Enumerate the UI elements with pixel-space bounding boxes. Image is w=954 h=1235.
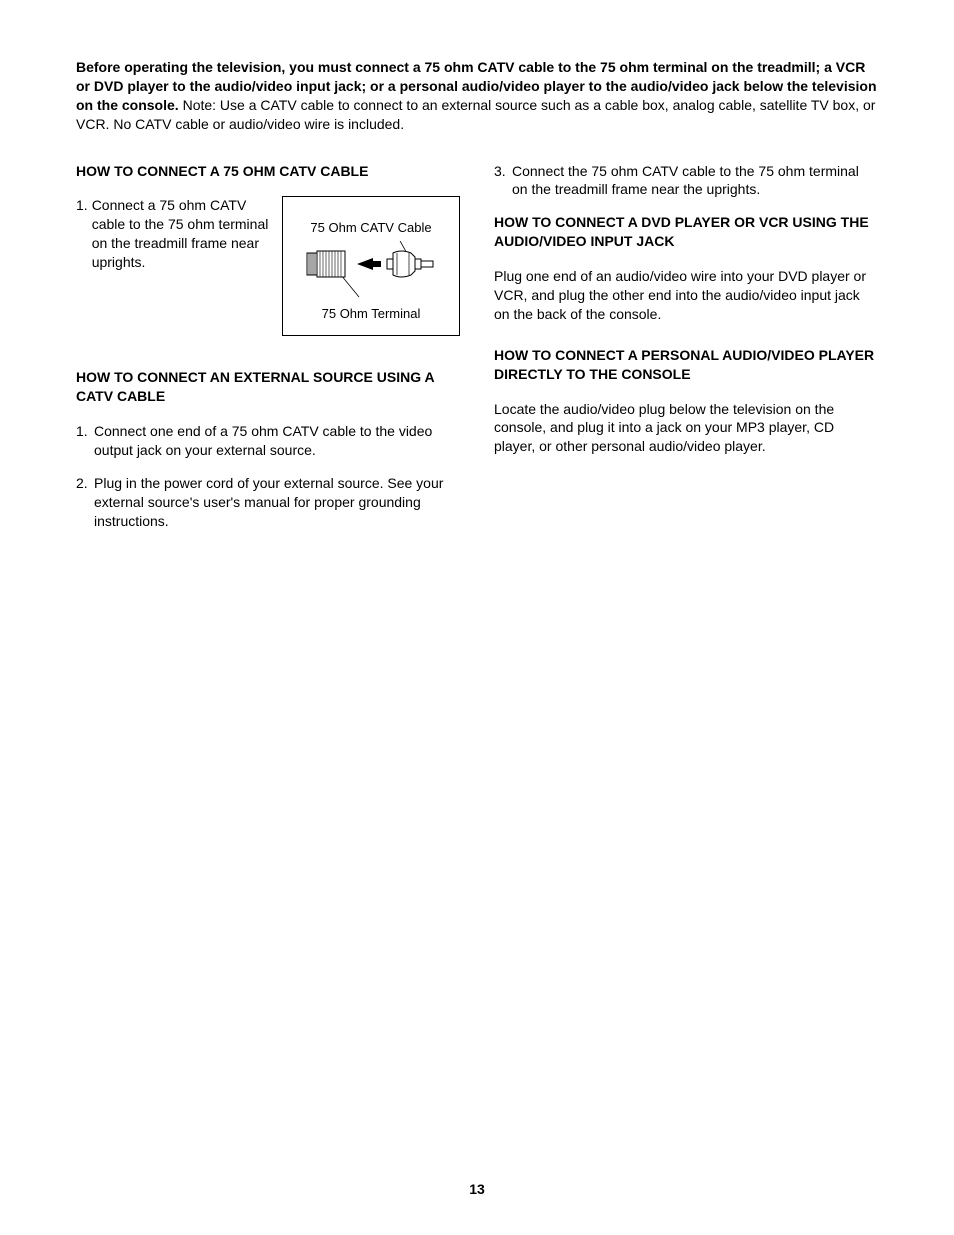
diagram-label-terminal: 75 Ohm Terminal	[283, 305, 459, 323]
intro-paragraph: Before operating the television, you mus…	[76, 58, 878, 134]
ext-step3-num: 3.	[494, 162, 512, 200]
ext-step2-text: Plug in the power cord of your external …	[94, 474, 460, 531]
two-column-layout: HOW TO CONNECT A 75 OHM CATV CABLE 1. Co…	[76, 162, 878, 545]
dvd-paragraph: Plug one end of an audio/video wire into…	[494, 267, 878, 324]
heading-external: HOW TO CONNECT AN EXTERNAL SOURCE USING …	[76, 368, 460, 406]
ext-step3-text: Connect the 75 ohm CATV cable to the 75 …	[512, 162, 878, 200]
left-column: HOW TO CONNECT A 75 OHM CATV CABLE 1. Co…	[76, 162, 460, 545]
heading-dvd: HOW TO CONNECT A DVD PLAYER OR VCR USING…	[494, 213, 878, 251]
intro-rest: Note: Use a CATV cable to connect to an …	[76, 97, 875, 132]
heading-personal: HOW TO CONNECT A PERSONAL AUDIO/VIDEO PL…	[494, 346, 878, 384]
ext-step1-text: Connect one end of a 75 ohm CATV cable t…	[94, 422, 460, 460]
catv-step1-textwrap: 1. Connect a 75 ohm CATV cable to the 75…	[76, 196, 272, 272]
ext-step2: 2. Plug in the power cord of your extern…	[76, 474, 460, 531]
diagram-label-cable: 75 Ohm CATV Cable	[283, 219, 459, 237]
page-number: 13	[0, 1180, 954, 1199]
ext-step2-num: 2.	[76, 474, 94, 531]
catv-step1-text: Connect a 75 ohm CATV cable to the 75 oh…	[92, 196, 272, 272]
ext-step3: 3. Connect the 75 ohm CATV cable to the …	[494, 162, 878, 200]
right-column: 3. Connect the 75 ohm CATV cable to the …	[494, 162, 878, 545]
ext-step1-num: 1.	[76, 422, 94, 460]
heading-catv: HOW TO CONNECT A 75 OHM CATV CABLE	[76, 162, 460, 181]
ext-step1: 1. Connect one end of a 75 ohm CATV cabl…	[76, 422, 460, 460]
catv-step1-row: 1. Connect a 75 ohm CATV cable to the 75…	[76, 196, 460, 336]
catv-step1-num: 1.	[76, 196, 92, 272]
catv-diagram: 75 Ohm CATV Cable	[282, 196, 460, 336]
catv-connector-illustration	[301, 241, 441, 299]
personal-paragraph: Locate the audio/video plug below the te…	[494, 400, 878, 457]
